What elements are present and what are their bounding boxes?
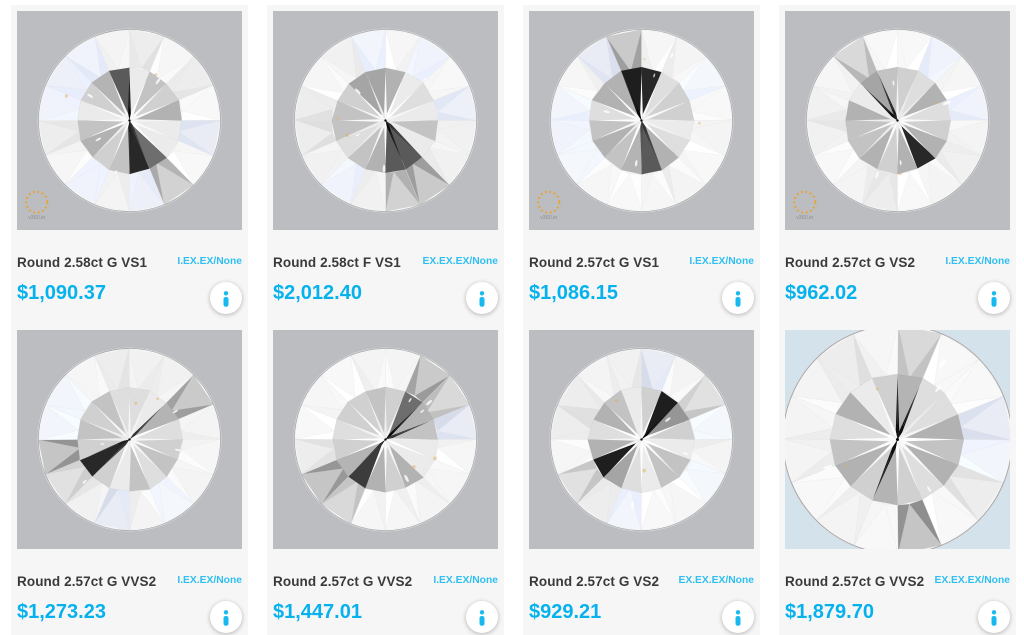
svg-text:v360.in: v360.in: [540, 215, 557, 221]
svg-text:v360.in: v360.in: [796, 215, 813, 221]
svg-text:v360.in: v360.in: [28, 215, 45, 221]
